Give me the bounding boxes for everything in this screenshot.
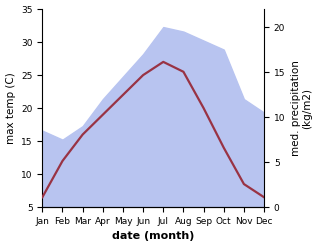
Y-axis label: max temp (C): max temp (C) — [5, 72, 16, 144]
Y-axis label: med. precipitation
(kg/m2): med. precipitation (kg/m2) — [291, 60, 313, 156]
X-axis label: date (month): date (month) — [112, 231, 194, 242]
